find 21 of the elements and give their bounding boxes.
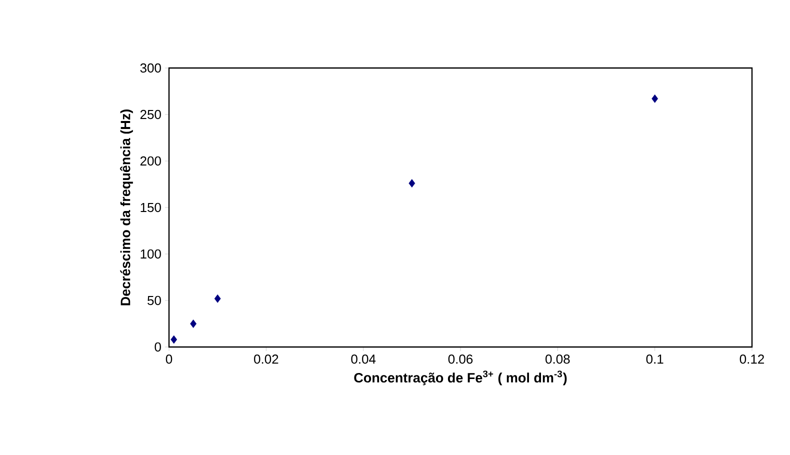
x-tick-label: 0.1: [646, 354, 664, 364]
x-tick-label: 0.02: [254, 354, 278, 364]
x-axis-title: Concentração de Fe$^{3+}$ ( mol dm$^{-3}$): [354, 370, 567, 386]
x-tick-label: 0.06: [448, 354, 473, 364]
point: [408, 179, 416, 188]
y-tick-label: 0: [154, 342, 161, 352]
point: [170, 335, 178, 344]
y-tick-label: 250: [140, 110, 161, 120]
y-tick-label: 100: [140, 249, 161, 259]
point: [190, 320, 196, 328]
point: [652, 94, 658, 103]
x-tick-label: 0.08: [546, 354, 570, 364]
x-tick-label: 0.12: [740, 354, 764, 364]
y-tick-label: 150: [140, 202, 161, 212]
x-tick-label: 0: [166, 354, 172, 364]
x-tick-label: 0.04: [351, 354, 376, 364]
y-tick-label: 200: [140, 156, 161, 166]
y-tick-label: 300: [140, 63, 161, 73]
y-tick-label: 50: [148, 296, 161, 306]
point: [214, 294, 221, 303]
y-axis-title: Decréscimo da frequência (Hz): [120, 110, 133, 306]
